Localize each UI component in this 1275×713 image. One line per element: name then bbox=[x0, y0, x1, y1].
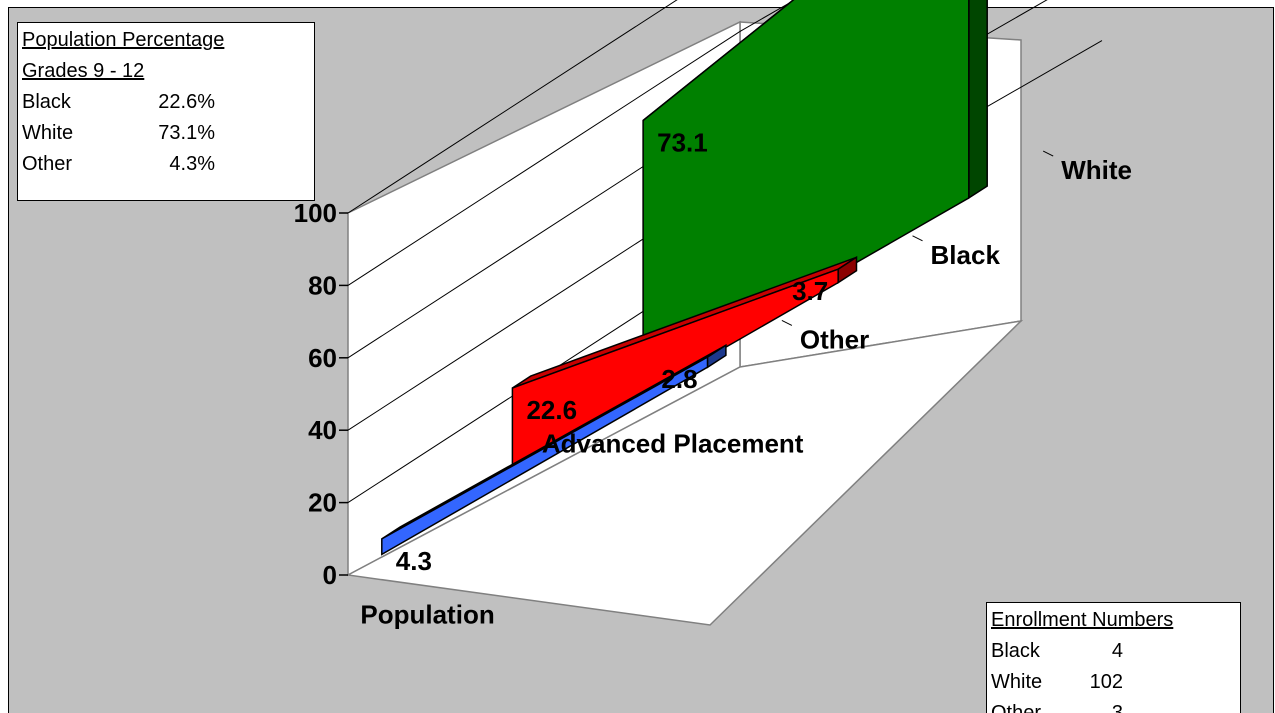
legend-name: Black bbox=[991, 640, 1040, 662]
area-front bbox=[642, 0, 970, 387]
data-label: 22.6 bbox=[526, 395, 577, 425]
y-tick-label: 20 bbox=[308, 488, 337, 518]
area-side bbox=[837, 255, 858, 284]
series-area-other bbox=[381, 343, 727, 556]
population-legend: Population Percentage Grades 9 - 12 Blac… bbox=[17, 22, 315, 201]
legend-name: White bbox=[22, 122, 74, 144]
legend-value: 102 bbox=[1089, 671, 1123, 693]
category-label: Advanced Placement bbox=[542, 428, 804, 458]
population-legend-row: White 73.1% bbox=[22, 118, 314, 149]
legend-name: White bbox=[991, 671, 1043, 693]
population-legend-title: Population Percentage bbox=[22, 29, 225, 51]
enrollment-legend-row: White 102 bbox=[991, 667, 1240, 698]
legend-value: 4 bbox=[1111, 640, 1123, 662]
category-labels: Population Advanced Placement bbox=[360, 428, 803, 629]
floor bbox=[345, 319, 1024, 626]
legend-value: 4.3% bbox=[169, 153, 215, 175]
gridline bbox=[347, 0, 796, 286]
population-legend-subtitle: Grades 9 - 12 bbox=[22, 60, 145, 82]
y-tick-label: 40 bbox=[308, 415, 337, 445]
legend-name: Black bbox=[22, 91, 71, 113]
legend-value: 22.6% bbox=[158, 91, 215, 113]
legend-name: Other bbox=[22, 153, 73, 175]
series-areas bbox=[381, 0, 988, 556]
series-area-white bbox=[642, 0, 988, 387]
gridline bbox=[347, 0, 678, 214]
population-legend-row: Black 22.6% bbox=[22, 87, 314, 118]
data-label: 3.7 bbox=[792, 276, 828, 306]
data-label: 4.3 bbox=[396, 546, 432, 576]
category-label: Population bbox=[360, 599, 494, 629]
enrollment-legend-title: Enrollment Numbers bbox=[991, 609, 1174, 631]
legend-value: 73.1% bbox=[158, 122, 215, 144]
y-tick-label: 80 bbox=[308, 270, 337, 300]
enrollment-legend: Enrollment Numbers Black 4 White 102 Oth… bbox=[986, 602, 1241, 713]
series-label: Other bbox=[800, 324, 869, 354]
area-side bbox=[706, 343, 727, 369]
enrollment-legend-row: Black 4 bbox=[991, 636, 1240, 667]
depth-tick bbox=[1042, 150, 1054, 157]
series-label: Black bbox=[931, 240, 1001, 270]
series-label: White bbox=[1061, 155, 1132, 185]
data-label: 2.8 bbox=[661, 364, 697, 394]
depth-tick bbox=[781, 319, 793, 326]
y-tick-label: 60 bbox=[308, 343, 337, 373]
depth-tick bbox=[912, 235, 923, 242]
data-label: 73.1 bbox=[657, 127, 708, 157]
series-labels: Other Black White bbox=[781, 150, 1132, 354]
enrollment-legend-row: Other 3 bbox=[991, 698, 1240, 713]
y-axis: 0 20 40 60 80 100 bbox=[294, 198, 348, 590]
y-tick-label: 100 bbox=[294, 198, 337, 228]
area-side bbox=[968, 0, 988, 200]
legend-value: 3 bbox=[1111, 702, 1123, 713]
population-legend-row: Other 4.3% bbox=[22, 149, 314, 180]
data-labels: 73.193.622.63.74.32.8 bbox=[396, 127, 828, 576]
y-tick-label: 0 bbox=[323, 560, 337, 590]
legend-name: Other bbox=[991, 702, 1042, 713]
